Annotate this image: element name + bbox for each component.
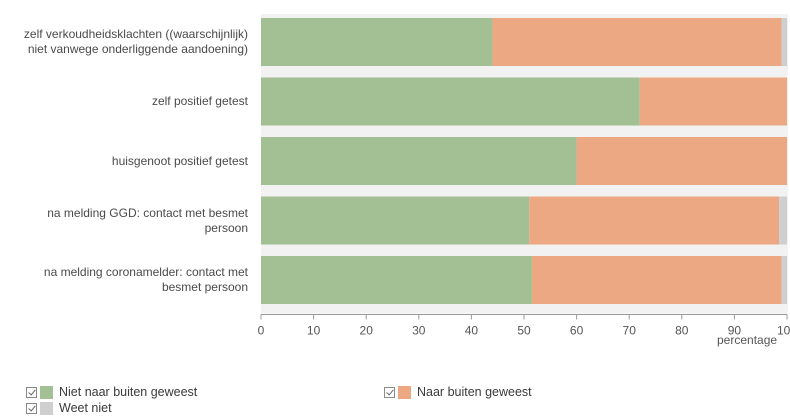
- bar-1-series-3[interactable]: [781, 18, 787, 66]
- x-tick-label: 0: [258, 324, 265, 338]
- bar-4-series-2[interactable]: [529, 196, 780, 245]
- legend-label: Naar buiten geweest: [417, 385, 532, 399]
- legend-item-naar-buiten[interactable]: Naar buiten geweest: [384, 385, 532, 399]
- category-label: na melding coronamelder: contact met besm…: [0, 265, 248, 295]
- bar-5-series-3[interactable]: [781, 256, 787, 304]
- legend-item-weet-niet[interactable]: Weet niet: [26, 401, 112, 415]
- bar-5-series-2[interactable]: [531, 256, 782, 304]
- x-tick-label: 30: [412, 324, 426, 338]
- legend-checkbox-icon[interactable]: [26, 386, 37, 398]
- bar-1-series-2[interactable]: [492, 18, 782, 66]
- category-label-line: besmet persoon: [161, 280, 248, 294]
- category-label-line: huisgenoot positief getest: [111, 153, 248, 168]
- legend-label: Weet niet: [59, 401, 112, 415]
- category-label-line: na melding GGD: contact met besmet: [47, 205, 248, 220]
- bar-2-series-1[interactable]: [261, 77, 640, 126]
- category-label: huisgenoot positief getest: [0, 154, 248, 169]
- x-tick-label: 90: [728, 324, 742, 338]
- bar-3-series-2[interactable]: [576, 137, 787, 185]
- category-label-line: zelf positief getest: [151, 94, 248, 108]
- legend-swatch-green: [40, 385, 53, 399]
- category-label-line: na melding coronamelder: contact met: [43, 265, 248, 279]
- x-tick-label: 10: [307, 324, 321, 338]
- x-tick-label: 40: [465, 324, 479, 338]
- bar-4-series-1[interactable]: [261, 196, 530, 245]
- legend-checkbox-icon[interactable]: [384, 386, 395, 398]
- legend-swatch-orange: [398, 385, 411, 399]
- category-label: na melding GGD: contact met besmet persoo…: [0, 206, 248, 236]
- bar-2-series-2[interactable]: [639, 77, 787, 126]
- x-tick-label: 100: [777, 324, 790, 338]
- x-tick-label: 80: [675, 324, 689, 338]
- legend-swatch-grey: [40, 401, 53, 415]
- bar-1-series-1[interactable]: [261, 18, 493, 66]
- bar-3-series-1[interactable]: [261, 137, 577, 185]
- x-tick-label: 20: [360, 324, 374, 338]
- x-tick-label: 60: [570, 324, 584, 338]
- bar-4-series-3[interactable]: [779, 196, 787, 245]
- chart-svg: 0 10 20 30 40 50 60 70 80 90 100: [258, 14, 790, 338]
- category-label-line: persoon: [204, 220, 248, 235]
- legend-checkbox-icon[interactable]: [26, 402, 37, 414]
- category-label: zelf verkoudheidsklachten ((waarschijnli…: [0, 27, 248, 57]
- bar-5-series-1[interactable]: [261, 256, 532, 304]
- category-label: zelf positief getest: [0, 94, 248, 109]
- x-tick-label: 50: [517, 324, 531, 338]
- category-label-line: zelf verkoudheidsklachten ((waarschijnli…: [23, 27, 248, 41]
- x-axis-label: percentage: [717, 333, 778, 347]
- x-tick-label: 70: [623, 324, 637, 338]
- legend-item-niet-naar-buiten[interactable]: Niet naar buiten geweest: [26, 385, 197, 399]
- category-label-line: niet vanwege onderliggende aandoening): [27, 42, 248, 56]
- legend-label: Niet naar buiten geweest: [59, 385, 198, 399]
